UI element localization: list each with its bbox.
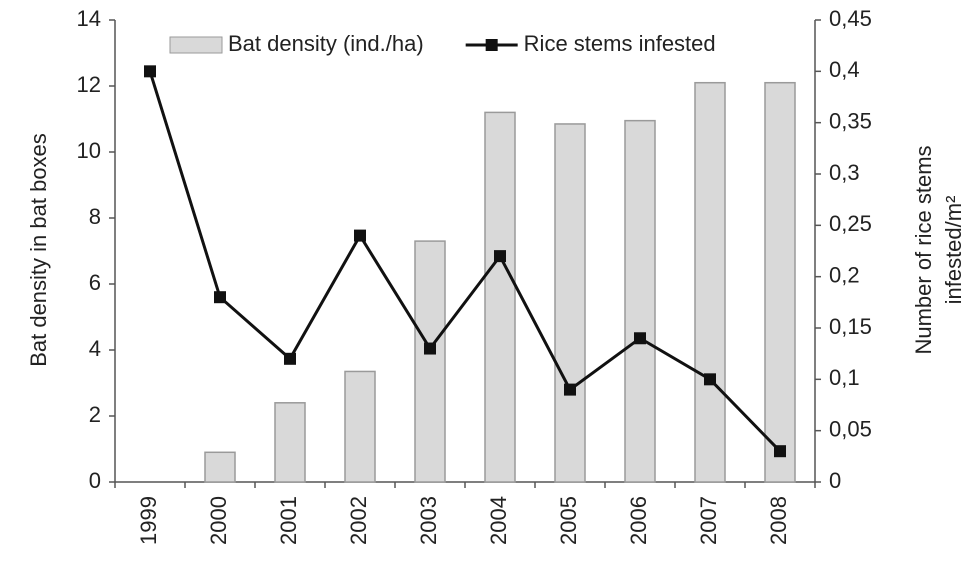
y2-tick-label: 0,1 <box>829 365 860 390</box>
y-tick-label: 6 <box>89 270 101 295</box>
marker <box>214 291 226 304</box>
x-tick-label: 2000 <box>206 496 231 545</box>
x-tick-label: 2005 <box>556 496 581 545</box>
y2-tick-label: 0,25 <box>829 211 872 236</box>
bar <box>204 451 236 483</box>
y-tick-label: 10 <box>77 138 101 163</box>
bar <box>414 240 446 483</box>
y-tick-label: 12 <box>77 72 101 97</box>
y2-tick-label: 0,35 <box>829 108 872 133</box>
legend-swatch <box>169 36 223 54</box>
bar <box>344 370 376 483</box>
x-tick-label: 2003 <box>416 496 441 545</box>
marker <box>634 332 646 345</box>
bar <box>694 81 726 483</box>
legend-swatch <box>485 39 498 51</box>
x-tick-label: 2001 <box>276 496 301 545</box>
y-axis-title: Bat density in bat boxes <box>26 133 51 367</box>
bar <box>274 402 306 483</box>
y-tick-label: 14 <box>77 6 101 31</box>
x-tick-label: 2007 <box>696 496 721 545</box>
marker <box>424 342 436 355</box>
marker <box>494 250 506 263</box>
y2-tick-label: 0,15 <box>829 314 872 339</box>
line <box>148 70 782 453</box>
y2-tick-label: 0,2 <box>829 262 860 287</box>
bar <box>624 119 656 483</box>
x-tick-label: 2008 <box>766 496 791 545</box>
marker <box>284 352 296 365</box>
x-tick-label: 2002 <box>346 496 371 545</box>
bar <box>554 123 586 483</box>
bar <box>484 111 516 483</box>
marker <box>354 229 366 242</box>
x-tick-label: 1999 <box>136 496 161 545</box>
legend-label: Bat density (ind./ha) <box>228 31 424 56</box>
x-tick-label: 2006 <box>626 496 651 545</box>
y-tick-label: 2 <box>89 402 101 427</box>
y2-tick-label: 0,3 <box>829 160 860 185</box>
x-tick-label: 2004 <box>486 496 511 545</box>
legend-label: Rice stems infested <box>524 31 716 56</box>
y2-axis-title: infested/m² <box>941 196 966 305</box>
y2-tick-label: 0,4 <box>829 57 860 82</box>
marker <box>144 65 156 78</box>
y2-axis-title: Number of rice stems <box>911 145 936 354</box>
y-tick-label: 8 <box>89 204 101 229</box>
marker <box>774 445 786 458</box>
bar <box>764 81 796 483</box>
marker <box>564 383 576 396</box>
y2-tick-label: 0 <box>829 468 841 493</box>
marker <box>704 373 716 386</box>
y2-tick-label: 0,45 <box>829 6 872 31</box>
y-tick-label: 4 <box>89 336 101 361</box>
y2-tick-label: 0,05 <box>829 416 872 441</box>
y-tick-label: 0 <box>89 468 101 493</box>
